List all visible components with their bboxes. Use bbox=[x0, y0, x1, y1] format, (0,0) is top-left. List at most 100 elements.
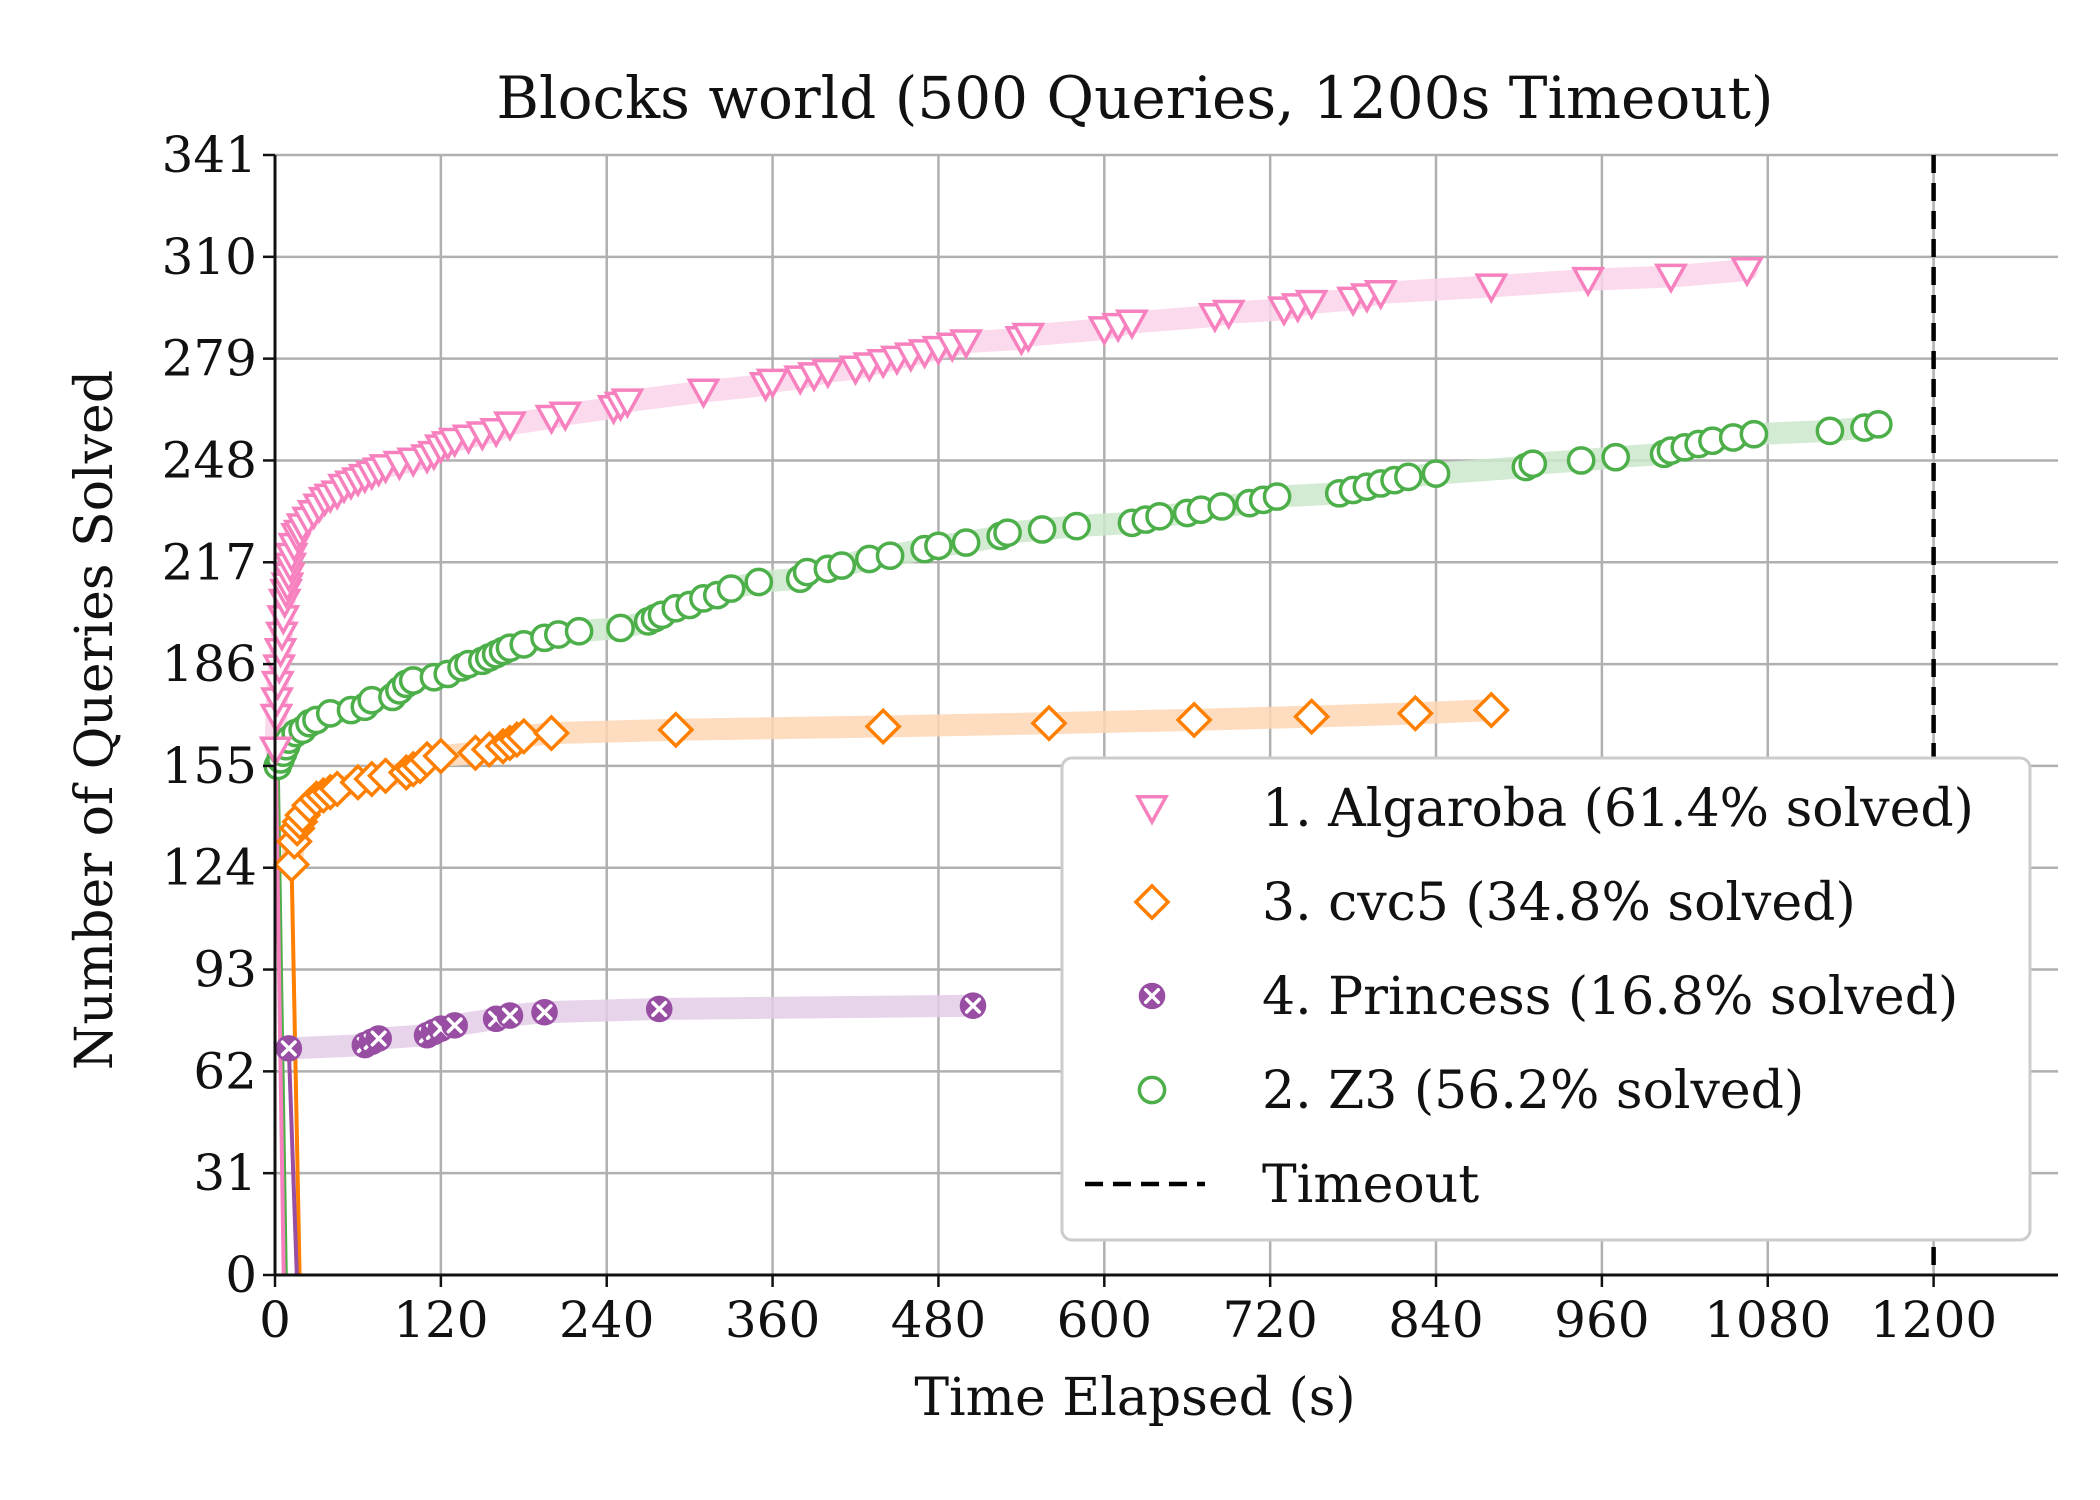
data-point-cvc5 bbox=[657, 711, 695, 749]
data-point-z3 bbox=[1863, 409, 1893, 439]
legend-label-princess: 4. Princess (16.8% solved) bbox=[1262, 967, 1958, 1027]
data-point-algaroba bbox=[1654, 263, 1688, 295]
legend-marker-z3 bbox=[1137, 1075, 1167, 1105]
data-point-princess bbox=[441, 1012, 468, 1039]
legend-marker-princess bbox=[1138, 982, 1166, 1010]
data-point-algaroba bbox=[610, 388, 645, 419]
x-tick-label: 480 bbox=[891, 1291, 986, 1349]
data-point-algaroba bbox=[1571, 266, 1606, 298]
data-point-z3 bbox=[1518, 449, 1548, 479]
data-point-princess-cross bbox=[280, 1040, 297, 1057]
data-point-z3 bbox=[1394, 462, 1423, 492]
data-point-princess bbox=[531, 998, 558, 1026]
legend-label-cvc5: 3. cvc5 (34.8% solved) bbox=[1262, 873, 1856, 933]
x-tick-label: 840 bbox=[1388, 1291, 1483, 1349]
data-point-algaroba bbox=[686, 378, 721, 410]
legend-label-timeout: Timeout bbox=[1262, 1155, 1479, 1215]
data-point-cvc5 bbox=[864, 707, 902, 746]
data-point-cvc5 bbox=[532, 714, 571, 752]
data-point-princess bbox=[275, 1035, 303, 1062]
x-tick-label: 120 bbox=[393, 1291, 488, 1349]
legend-marker-cvc5 bbox=[1133, 883, 1171, 921]
data-point-princess bbox=[365, 1025, 392, 1052]
data-point-z3 bbox=[1262, 482, 1292, 511]
x-tick-label: 1080 bbox=[1704, 1291, 1831, 1349]
y-tick-label: 0 bbox=[225, 1246, 257, 1304]
y-axis-title: Number of Queries Solved bbox=[65, 370, 125, 1070]
data-point-cvc5 bbox=[505, 717, 543, 755]
x-tick-label: 360 bbox=[725, 1291, 820, 1349]
y-tick-label: 279 bbox=[162, 330, 257, 388]
data-point-cvc5 bbox=[273, 845, 311, 884]
chart-title: Blocks world (500 Queries, 1200s Timeout… bbox=[496, 64, 1773, 132]
legend-items: 1. Algaroba (61.4% solved) 3. cvc5 (34.8%… bbox=[1085, 779, 1974, 1215]
data-point-princess bbox=[496, 1002, 524, 1029]
data-point-z3 bbox=[924, 531, 953, 561]
data-point-z3 bbox=[1601, 442, 1631, 472]
data-point-princess-cross bbox=[964, 997, 982, 1014]
x-tick-label: 1200 bbox=[1870, 1291, 1997, 1349]
data-point-algaroba bbox=[1294, 289, 1329, 321]
data-point-cvc5 bbox=[1472, 691, 1510, 729]
data-point-algaroba bbox=[755, 368, 790, 400]
data-point-princess-cross bbox=[536, 1004, 553, 1021]
legend-marker-princess-cross bbox=[1143, 987, 1161, 1005]
axes bbox=[263, 153, 2058, 1287]
y-tick-label: 31 bbox=[193, 1144, 257, 1202]
data-point-algaroba bbox=[949, 329, 984, 360]
legend-label-z3: 2. Z3 (56.2% solved) bbox=[1262, 1061, 1804, 1121]
x-tick-label: 240 bbox=[559, 1291, 654, 1349]
data-point-cvc5 bbox=[1396, 694, 1434, 732]
data-point-z3 bbox=[1145, 501, 1174, 531]
y-tick-label: 124 bbox=[162, 839, 257, 897]
data-point-algaroba bbox=[1211, 299, 1246, 331]
data-point-algaroba bbox=[492, 411, 527, 442]
data-point-cvc5 bbox=[1293, 698, 1331, 736]
data-point-z3 bbox=[564, 616, 594, 646]
data-point-princess-cross bbox=[651, 1000, 668, 1018]
legend-box bbox=[1060, 756, 2032, 1242]
data-point-cvc5 bbox=[422, 737, 460, 775]
y-tick-label: 217 bbox=[162, 533, 257, 591]
series-ramp-princess bbox=[286, 1048, 299, 1276]
x-tick-label: 600 bbox=[1057, 1291, 1152, 1349]
data-point-princess bbox=[645, 995, 673, 1023]
legend-label-algaroba: 1. Algaroba (61.4% solved) bbox=[1262, 779, 1974, 839]
series-ramp-algaroba bbox=[273, 749, 286, 1276]
tick-labels: 0 120 240 360 480 600 720 840 960 1080 1200 0 31 62 93… bbox=[162, 126, 1998, 1349]
data-point-z3 bbox=[993, 518, 1022, 548]
x-tick-label: 0 bbox=[259, 1291, 291, 1349]
data-point-z3 bbox=[1421, 459, 1451, 488]
data-point-algaroba bbox=[1114, 309, 1149, 341]
data-point-algaroba bbox=[810, 358, 845, 390]
y-tick-label: 62 bbox=[193, 1042, 257, 1100]
data-point-z3 bbox=[1815, 416, 1845, 446]
y-tick-label: 310 bbox=[162, 228, 257, 286]
data-point-princess-cross bbox=[446, 1017, 463, 1034]
x-tick-label: 720 bbox=[1222, 1291, 1317, 1349]
y-tick-label: 93 bbox=[193, 941, 257, 999]
data-point-z3 bbox=[951, 528, 981, 557]
data-point-z3 bbox=[1207, 492, 1237, 521]
legend: 1. Algaroba (61.4% solved) 3. cvc5 (34.8%… bbox=[1060, 756, 2032, 1242]
data-point-algaroba bbox=[1363, 279, 1398, 311]
data-point-algaroba bbox=[1474, 273, 1509, 304]
x-axis-title: Time Elapsed (s) bbox=[914, 1368, 1355, 1428]
data-point-z3 bbox=[1566, 446, 1596, 475]
data-point-z3 bbox=[875, 541, 905, 571]
y-tick-label: 186 bbox=[162, 635, 257, 693]
legend-marker-algaroba bbox=[1135, 795, 1169, 826]
data-point-cvc5 bbox=[1175, 701, 1213, 739]
series-ramp-cvc5 bbox=[289, 864, 302, 1276]
y-tick-label: 341 bbox=[162, 126, 257, 184]
data-point-algaroba bbox=[548, 401, 583, 433]
data-point-z3 bbox=[606, 613, 635, 643]
data-point-z3 bbox=[1027, 515, 1057, 544]
y-tick-label: 155 bbox=[162, 737, 257, 795]
series-markers bbox=[258, 257, 1893, 1062]
data-point-z3 bbox=[827, 551, 857, 580]
data-point-princess-cross bbox=[370, 1030, 387, 1047]
data-point-cvc5 bbox=[1030, 704, 1068, 742]
